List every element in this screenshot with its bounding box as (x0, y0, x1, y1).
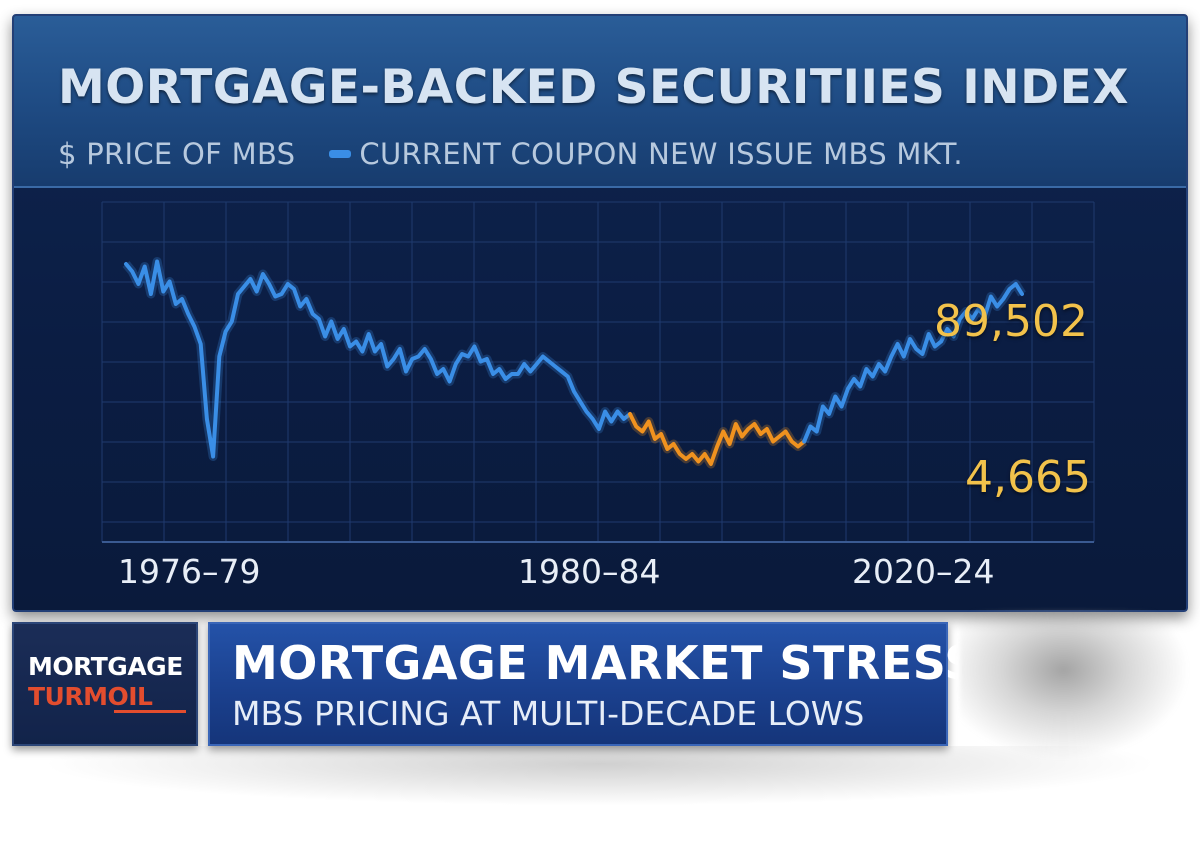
chart-subtitle: $ PRICE OF MBS (58, 137, 296, 171)
chart-area: 89,502 4,665 1976–79 1980–84 2020–24 (14, 188, 1186, 610)
brand-box: MORTGAGE TURMOIL (12, 622, 198, 746)
headline: MORTGAGE MARKET STRESS (232, 636, 978, 690)
series-lines (122, 257, 1026, 469)
lower-third: MORTGAGE TURMOIL MORTGAGE MARKET STRESS … (12, 622, 977, 746)
x-tick-label-1980-84: 1980–84 (518, 552, 661, 591)
end-value-label-upper: 89,502 (934, 296, 1088, 347)
series-line-segment-1 (628, 412, 807, 466)
line-chart (101, 201, 1095, 543)
end-value-label-lower: 4,665 (965, 452, 1091, 503)
chart-subtitle-row: $ PRICE OF MBS CURRENT COUPON NEW ISSUE … (58, 134, 963, 174)
series-line-segment-2 (802, 282, 1024, 444)
grid (101, 201, 1095, 543)
brand-bottom-text: TURMOIL (28, 682, 153, 711)
chart-header: MORTGAGE-BACKED SECURITIIES INDEX $ PRIC… (14, 16, 1186, 188)
x-tick-label-2020-24: 2020–24 (852, 552, 995, 591)
brand-top-text: MORTGAGE (28, 652, 183, 681)
legend-swatch (329, 150, 352, 158)
series-line-segment-0 (124, 259, 632, 459)
subheadline: MBS PRICING AT MULTI-DECADE LOWS (232, 694, 865, 733)
brand-underline (114, 710, 186, 713)
legend-label: CURRENT COUPON NEW ISSUE MBS MKT. (359, 137, 963, 171)
chart-title: MORTGAGE-BACKED SECURITIIES INDEX (58, 60, 1129, 115)
x-tick-label-1976-79: 1976–79 (118, 552, 261, 591)
background-shadow (40, 746, 1160, 806)
chart-panel: MORTGAGE-BACKED SECURITIIES INDEX $ PRIC… (12, 14, 1188, 612)
headline-box: MORTGAGE MARKET STRESS MBS PRICING AT MU… (208, 622, 977, 746)
background-smudge (960, 610, 1190, 760)
